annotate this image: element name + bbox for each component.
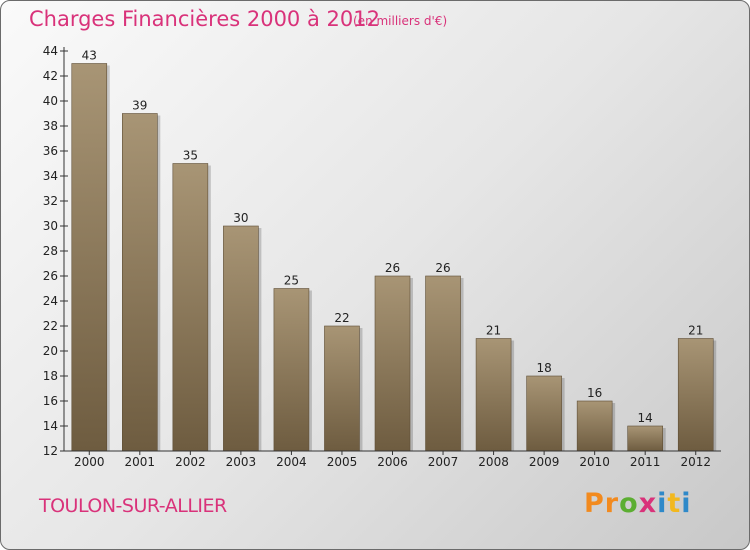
y-tick-label-26: 26 (43, 269, 58, 283)
y-tick-label-40: 40 (43, 94, 58, 108)
bar-2005 (324, 325, 360, 452)
bar-2003 (223, 225, 259, 452)
value-label-2008: 21 (486, 324, 501, 338)
y-tick-label-28: 28 (43, 244, 58, 258)
y-tick-label-42: 42 (43, 69, 58, 83)
x-tick-label-2004: 2004 (276, 455, 307, 469)
bar-2004 (273, 288, 310, 452)
value-label-2004: 25 (284, 274, 299, 288)
y-tick-label-30: 30 (43, 219, 58, 233)
x-tick-label-2006: 2006 (377, 455, 408, 469)
chart-subtitle: (en milliers d'€) (353, 14, 448, 28)
y-tick-label-24: 24 (43, 294, 58, 308)
logo-letter: t (667, 488, 682, 519)
x-tick-label-2008: 2008 (478, 455, 509, 469)
bar-2008 (475, 338, 512, 452)
x-tick-label-2001: 2001 (125, 455, 156, 469)
bar-2012 (677, 338, 714, 452)
value-label-2010: 16 (587, 386, 602, 400)
value-label-2003: 30 (233, 211, 248, 225)
x-tick-label-2011: 2011 (630, 455, 661, 469)
value-label-2012: 21 (688, 324, 703, 338)
y-tick-label-44: 44 (43, 44, 58, 58)
logo-letter: r (604, 488, 620, 519)
bar-2002 (172, 163, 209, 452)
value-label-2007: 26 (435, 261, 450, 275)
logo-letter: o (619, 488, 639, 519)
logo-letter: i (681, 488, 692, 519)
y-tick-label-14: 14 (43, 419, 58, 433)
value-label-2006: 26 (385, 261, 400, 275)
y-tick-label-22: 22 (43, 319, 58, 333)
value-label-2009: 18 (536, 361, 551, 375)
bar-2000 (71, 63, 108, 452)
y-tick-label-38: 38 (43, 119, 58, 133)
logo-letter: x (638, 488, 658, 519)
logo-letter: P (584, 488, 605, 519)
bar-2001 (122, 113, 158, 452)
bar-2009 (526, 375, 562, 452)
y-tick-label-20: 20 (43, 344, 58, 358)
y-tick-label-16: 16 (43, 394, 58, 408)
x-tick-label-2003: 2003 (226, 455, 257, 469)
bar-2010 (576, 400, 613, 452)
value-label-2000: 43 (82, 49, 97, 63)
bar-2006 (374, 275, 411, 452)
x-tick-label-2007: 2007 (428, 455, 459, 469)
y-tick-label-32: 32 (43, 194, 58, 208)
y-tick-label-12: 12 (43, 444, 58, 458)
logo-letter: i (657, 488, 668, 519)
y-tick-label-18: 18 (43, 369, 58, 383)
bar-2011 (627, 425, 663, 452)
x-tick-label-2012: 2012 (680, 455, 711, 469)
x-tick-label-2010: 2010 (579, 455, 610, 469)
y-tick-label-36: 36 (43, 144, 58, 158)
value-label-2001: 39 (132, 99, 147, 113)
x-tick-label-2002: 2002 (175, 455, 206, 469)
x-tick-label-2005: 2005 (327, 455, 358, 469)
value-label-2011: 14 (638, 411, 653, 425)
x-tick-label-2009: 2009 (529, 455, 560, 469)
proxiti-logo: Proxiti (584, 488, 692, 519)
bar-2007 (425, 275, 461, 452)
value-label-2002: 35 (183, 149, 198, 163)
place-name: TOULON-SUR-ALLIER (39, 495, 227, 517)
x-tick-label-2000: 2000 (74, 455, 105, 469)
y-tick-label-34: 34 (43, 169, 58, 183)
chart-title: Charges Financières 2000 à 2012 (29, 7, 380, 31)
value-label-2005: 22 (334, 311, 349, 325)
